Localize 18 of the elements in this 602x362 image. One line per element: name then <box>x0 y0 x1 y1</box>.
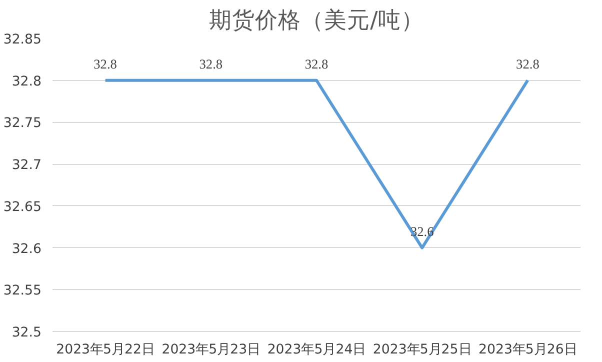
y-tick-label: 32.75 <box>3 116 42 132</box>
x-tick-label: 2023年5月26日 <box>478 342 577 358</box>
data-label: 32.8 <box>516 56 540 72</box>
y-tick-label: 32.8 <box>12 74 42 90</box>
x-tick-label: 2023年5月25日 <box>372 342 472 358</box>
y-tick-label: 32.85 <box>3 32 42 48</box>
y-tick-label: 32.65 <box>3 200 42 215</box>
x-tick-label: 2023年5月24日 <box>267 342 366 358</box>
chart-title: 期货价格（美元/吨） <box>209 8 424 34</box>
x-tick-label: 2023年5月22日 <box>56 342 154 358</box>
data-label: 32.8 <box>94 56 118 72</box>
y-tick-label: 32.6 <box>12 242 42 257</box>
data-label: 32.8 <box>304 56 328 72</box>
x-tick-label: 2023年5月23日 <box>162 342 260 358</box>
data-label: 32.8 <box>199 56 223 72</box>
y-tick-label: 32.55 <box>3 284 42 299</box>
y-tick-label: 32.7 <box>12 158 42 174</box>
y-tick-label: 32.5 <box>12 326 42 340</box>
